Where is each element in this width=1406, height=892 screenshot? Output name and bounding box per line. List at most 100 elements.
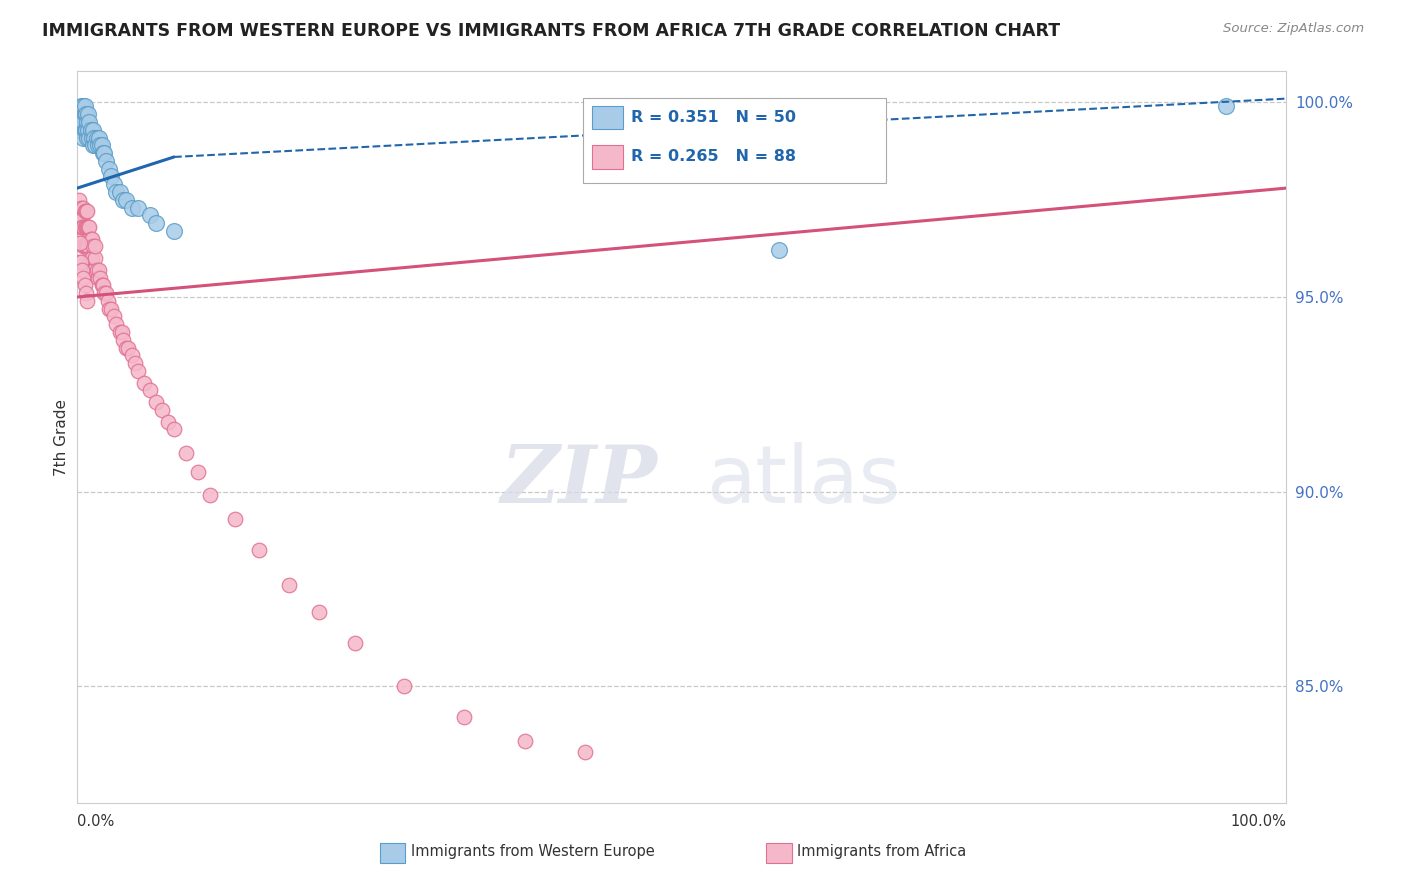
Point: [87, 262, 110, 277]
Point: [69, 122, 91, 136]
Point: [83, 130, 105, 145]
Point: [69, 204, 91, 219]
Text: Source: ZipAtlas.com: Source: ZipAtlas.com: [1223, 22, 1364, 36]
Point: [73, 278, 96, 293]
Point: [453, 710, 475, 724]
Point: [139, 384, 162, 398]
Point: [82, 239, 104, 253]
Point: [76, 204, 98, 219]
Point: [70, 99, 93, 113]
Point: [70, 212, 93, 227]
Point: [100, 169, 122, 184]
Point: [79, 115, 101, 129]
Point: [80, 130, 103, 145]
Text: ZIP: ZIP: [501, 442, 658, 520]
Point: [75, 204, 97, 219]
Point: [1215, 99, 1237, 113]
Point: [67, 122, 90, 136]
Point: [72, 130, 94, 145]
Text: Immigrants from Africa: Immigrants from Africa: [797, 845, 966, 859]
Point: [103, 177, 125, 191]
Point: [90, 278, 112, 293]
Point: [108, 185, 131, 199]
Point: [69, 212, 91, 227]
Point: [69, 232, 91, 246]
Point: [75, 107, 97, 121]
Point: [79, 251, 101, 265]
Point: [75, 122, 97, 136]
Point: [108, 325, 131, 339]
Point: [124, 356, 146, 370]
Point: [768, 244, 790, 258]
Point: [308, 605, 330, 619]
Point: [132, 376, 155, 390]
Point: [121, 348, 143, 362]
Point: [84, 251, 107, 265]
Point: [86, 262, 108, 277]
Point: [247, 542, 270, 557]
Point: [574, 745, 596, 759]
Point: [163, 224, 186, 238]
Point: [73, 239, 96, 253]
Point: [73, 107, 96, 121]
Point: [77, 107, 100, 121]
Point: [145, 216, 167, 230]
Point: [105, 185, 128, 199]
Point: [76, 130, 98, 145]
Point: [127, 364, 149, 378]
Point: [76, 115, 98, 129]
Point: [75, 286, 97, 301]
Point: [67, 193, 90, 207]
Point: [79, 232, 101, 246]
Point: [73, 122, 96, 136]
Point: [67, 232, 90, 246]
Point: [70, 212, 93, 227]
Point: [77, 239, 100, 253]
Point: [73, 99, 96, 113]
Point: [93, 146, 115, 161]
Point: [96, 293, 120, 308]
Point: [174, 445, 197, 459]
Point: [84, 239, 107, 253]
Point: [80, 251, 103, 265]
Point: [76, 239, 98, 253]
Point: [111, 325, 134, 339]
Point: [70, 107, 93, 121]
Point: [163, 422, 186, 436]
Point: [70, 122, 93, 136]
Point: [82, 138, 104, 153]
Point: [70, 219, 93, 234]
Point: [187, 465, 209, 479]
Point: [139, 208, 162, 222]
Text: 100.0%: 100.0%: [1230, 814, 1286, 830]
Point: [121, 201, 143, 215]
Point: [70, 201, 93, 215]
Text: 0.0%: 0.0%: [77, 814, 114, 830]
Point: [82, 122, 104, 136]
Point: [70, 219, 93, 234]
Point: [70, 232, 93, 246]
Point: [69, 219, 91, 234]
Point: [112, 193, 135, 207]
Point: [91, 278, 114, 293]
Text: R = 0.265   N = 88: R = 0.265 N = 88: [631, 150, 796, 164]
Point: [117, 341, 139, 355]
Point: [72, 99, 94, 113]
Point: [72, 115, 94, 129]
Point: [70, 255, 93, 269]
Point: [79, 251, 101, 265]
Point: [157, 415, 180, 429]
Point: [70, 232, 93, 246]
Point: [87, 138, 110, 153]
Point: [67, 255, 90, 269]
Point: [69, 107, 91, 121]
Point: [70, 262, 93, 277]
Point: [90, 138, 112, 153]
Point: [83, 262, 105, 277]
Point: [114, 341, 136, 355]
Point: [79, 130, 101, 145]
Point: [105, 318, 128, 332]
Point: [97, 301, 120, 316]
Point: [72, 270, 94, 285]
Text: R = 0.351   N = 50: R = 0.351 N = 50: [631, 111, 796, 125]
